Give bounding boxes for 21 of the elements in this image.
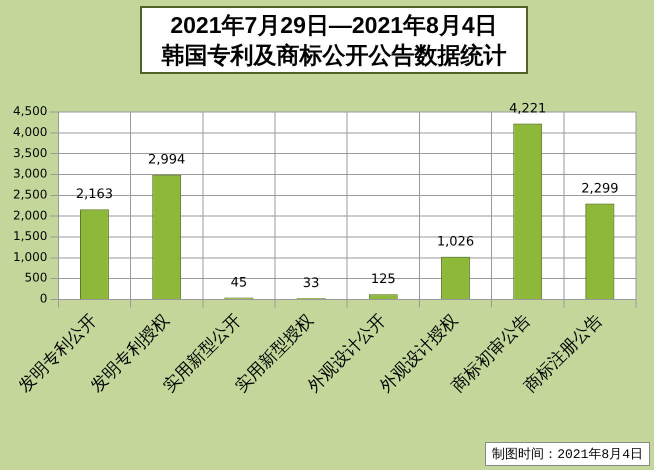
text: 制图时间：2021年8月4日 (492, 446, 643, 463)
y-tick-label: 3,500 (12, 146, 48, 160)
data-label: 33 (302, 276, 320, 291)
y-tick-label: 2,000 (12, 208, 48, 222)
y-tick-label: 4,500 (12, 104, 48, 118)
data-label: 2,163 (76, 187, 114, 202)
y-tick-label: 1,500 (12, 229, 48, 244)
y-tick-label: 0 (40, 292, 48, 306)
y-tick-label: 3,000 (12, 166, 48, 181)
y-tick-label: 2,500 (12, 187, 48, 202)
data-label: 1,026 (436, 234, 474, 250)
y-tick-label: 500 (24, 270, 48, 285)
data-label: 125 (370, 272, 396, 288)
data-label: 2,994 (148, 152, 186, 168)
chart-subtitle: 韩国专利及商标公开公告数据统计 (160, 41, 508, 70)
y-tick-label: 1,000 (12, 250, 48, 264)
y-tick-label: 4,000 (12, 124, 48, 139)
chart-title: 2021年7月29日—2021年8月4日 (169, 11, 499, 40)
data-label: 2,299 (581, 182, 619, 197)
data-label: 45 (230, 275, 248, 290)
data-label: 4,221 (509, 101, 546, 116)
